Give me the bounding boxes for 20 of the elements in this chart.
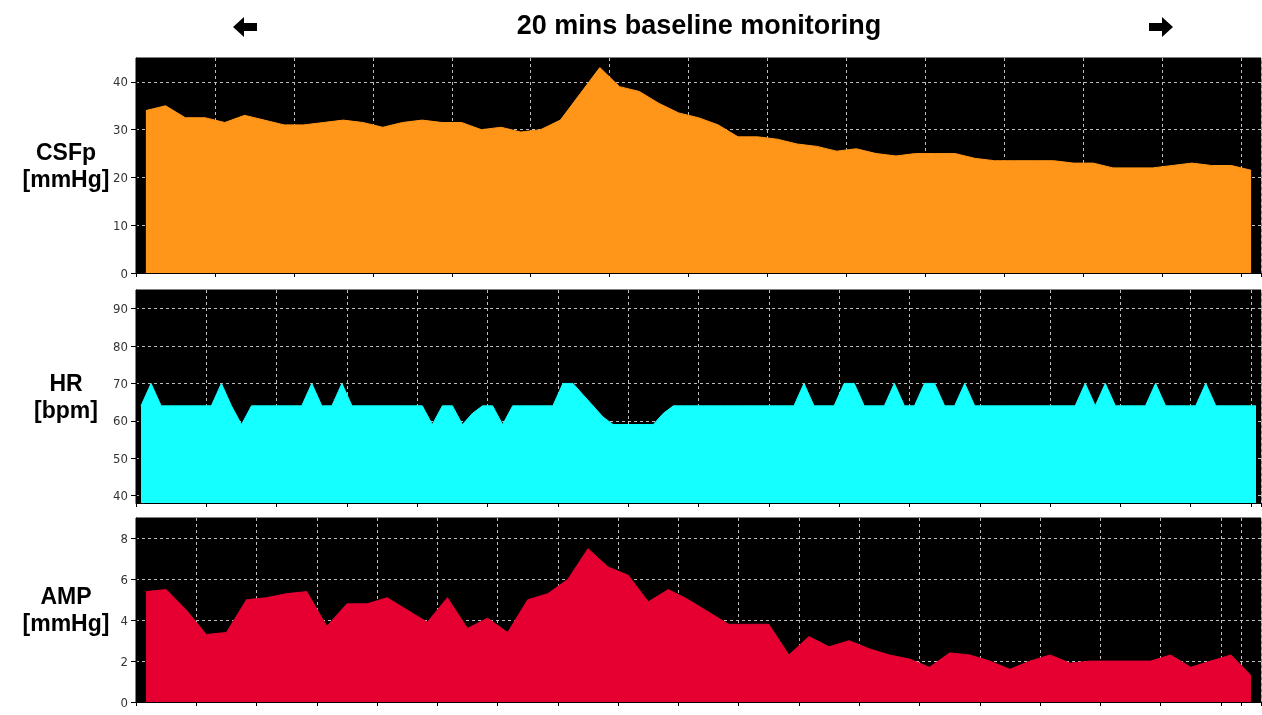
y-tick-label: 30 xyxy=(113,122,128,138)
y-tick-label: 0 xyxy=(120,265,128,281)
y-axis-title: AMP [mmHg] xyxy=(22,583,110,636)
y-tick-label: 40 xyxy=(113,488,128,504)
y-tick-label: 60 xyxy=(113,413,128,429)
y-tick-label: 70 xyxy=(113,375,128,391)
y-tick-label: 2 xyxy=(120,653,128,669)
y-tick-label: 80 xyxy=(113,338,128,354)
y-tick-label: 0 xyxy=(120,694,128,710)
y-tick-label: 8 xyxy=(120,530,128,546)
y-tick-label: 90 xyxy=(113,301,128,317)
y-tick-label: 6 xyxy=(120,571,128,587)
y-tick-label: 10 xyxy=(113,217,128,233)
y-axis-title: CSFp [mmHg] xyxy=(22,138,110,192)
chart-title: 20 mins baseline monitoring xyxy=(515,10,883,41)
y-tick-label: 20 xyxy=(113,169,128,185)
y-tick-label: 50 xyxy=(113,450,128,466)
y-axis-title: HR [bpm] xyxy=(34,369,98,423)
y-tick-label: 4 xyxy=(120,612,128,628)
y-tick-label: 40 xyxy=(113,74,128,90)
